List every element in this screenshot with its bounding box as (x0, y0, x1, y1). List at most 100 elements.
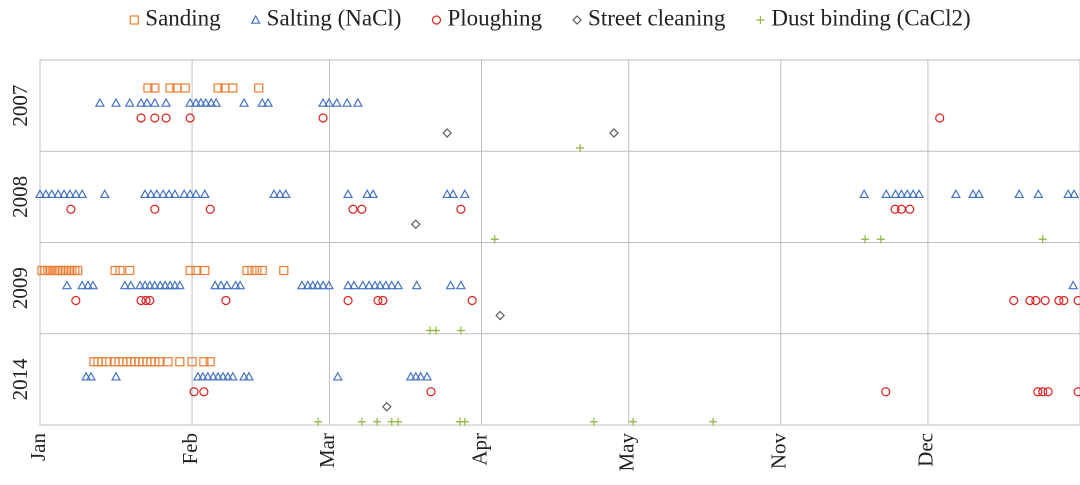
marker-triangle (53, 189, 64, 199)
marker-triangle (210, 280, 221, 290)
marker-square (115, 265, 125, 276)
marker-plus (629, 417, 638, 426)
marker-circle (357, 204, 367, 214)
marker-triangle (77, 189, 88, 199)
marker-circle (1043, 387, 1053, 397)
legend: Sanding Salting (NaCl) Ploughing Street cle… (129, 5, 971, 30)
marker-circle (467, 295, 477, 306)
marker-triangle (280, 189, 291, 199)
marker-triangle (914, 189, 925, 199)
marker-triangle (323, 97, 334, 107)
marker-circle (881, 387, 891, 397)
x-tick-label: Nov (767, 433, 791, 470)
y-tick-label: 2008 (8, 176, 32, 218)
marker-triangle (415, 371, 426, 381)
marker-circle (185, 113, 195, 123)
marker-circle (905, 204, 915, 214)
marker-triangle (149, 280, 160, 290)
marker-triangle (217, 371, 229, 381)
marker-circle (71, 295, 81, 306)
marker-triangle (111, 371, 122, 381)
marker-triangle (185, 97, 196, 107)
marker-square (180, 83, 190, 93)
marker-plus (460, 417, 469, 426)
marker-triangle (455, 280, 466, 290)
marker-square (125, 265, 135, 276)
x-tick-label: May (614, 433, 638, 472)
marker-triangle (208, 371, 219, 381)
marker-triangle (332, 371, 343, 381)
marker-triangle (250, 14, 261, 24)
x-tick-label: Mar (315, 433, 339, 468)
marker-triangle (99, 189, 110, 199)
marker-triangle (151, 189, 162, 199)
marker-square (150, 83, 160, 93)
marker-circle (205, 204, 215, 214)
marker-triangle (235, 280, 246, 290)
marker-triangle (1069, 189, 1080, 199)
legend-label: Dust binding (CaCl2) (771, 5, 970, 30)
marker-triangle (149, 97, 160, 107)
x-tick-label: Jan (26, 433, 50, 461)
marker-triangle (64, 189, 75, 199)
marker-triangle (374, 280, 385, 290)
marker-triangle (40, 189, 51, 199)
marker-triangle (890, 189, 901, 199)
marker-triangle (973, 189, 984, 199)
marker-plus (490, 235, 499, 244)
y-tick-label: 2009 (8, 267, 32, 309)
marker-triangle (268, 189, 280, 199)
marker-triangle (164, 280, 176, 290)
marker-triangle (125, 280, 136, 290)
marker-triangle (192, 371, 203, 381)
marker-triangle (968, 189, 979, 199)
marker-triangle (364, 280, 375, 290)
marker-triangle (362, 189, 373, 199)
marker-square (70, 265, 80, 276)
marker-triangle (169, 280, 180, 290)
marker-triangle (342, 97, 353, 107)
marker-triangle (370, 280, 381, 290)
marker-triangle (302, 280, 313, 290)
marker-circle (456, 204, 466, 214)
marker-triangle (902, 189, 913, 199)
marker-circle (426, 387, 436, 397)
marker-triangle (161, 97, 172, 107)
marker-triangle (410, 371, 421, 381)
y-tick-label: 2014 (8, 358, 32, 401)
marker-triangle (190, 97, 202, 107)
marker-triangle (141, 97, 152, 107)
marker-triangle (243, 371, 255, 381)
marker-circle (890, 204, 900, 214)
marker-diamond (442, 128, 453, 138)
marker-triangle (263, 97, 274, 107)
marker-circle (348, 204, 358, 214)
marker-plus (709, 417, 718, 426)
marker-square (55, 265, 65, 276)
marker-circle (431, 15, 442, 25)
marker-triangle (135, 280, 146, 290)
marker-square (228, 83, 238, 93)
y-tick-label: 2007 (8, 85, 32, 127)
marker-circle (318, 113, 328, 123)
marker-circle (378, 295, 388, 306)
marker-square (61, 265, 71, 276)
marker-square (165, 83, 175, 93)
marker-plus (576, 144, 585, 152)
marker-square (187, 357, 197, 367)
marker-square (279, 265, 289, 276)
marker-circle (1073, 295, 1080, 306)
marker-square (247, 265, 257, 276)
marker-circle (66, 204, 76, 214)
marker-triangle (163, 189, 175, 199)
marker-square (64, 265, 74, 276)
marker-circle (136, 113, 146, 123)
marker-diamond (609, 128, 619, 138)
marker-triangle (368, 189, 379, 199)
marker-triangle (312, 280, 323, 290)
marker-triangle (211, 97, 222, 107)
marker-triangle (94, 97, 105, 107)
marker-triangle (155, 280, 166, 290)
marker-square (129, 15, 139, 25)
